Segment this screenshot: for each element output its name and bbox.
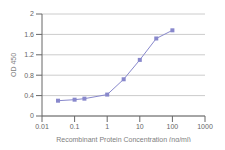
svg-text:1: 1 bbox=[105, 123, 109, 130]
svg-text:100: 100 bbox=[167, 123, 179, 130]
svg-text:OD 450: OD 450 bbox=[10, 53, 17, 77]
svg-text:1.2: 1.2 bbox=[24, 51, 34, 58]
svg-text:0.1: 0.1 bbox=[70, 123, 80, 130]
svg-text:0: 0 bbox=[30, 112, 34, 119]
svg-text:1.6: 1.6 bbox=[24, 31, 34, 38]
svg-text:0.01: 0.01 bbox=[35, 123, 49, 130]
svg-text:10: 10 bbox=[136, 123, 144, 130]
svg-text:0.8: 0.8 bbox=[24, 72, 34, 79]
svg-text:Recombinant Protein Concentrat: Recombinant Protein Concentration (ng/ml… bbox=[56, 136, 191, 142]
svg-text:2: 2 bbox=[30, 10, 34, 17]
svg-text:0.4: 0.4 bbox=[24, 92, 34, 99]
svg-text:1000: 1000 bbox=[197, 123, 213, 130]
